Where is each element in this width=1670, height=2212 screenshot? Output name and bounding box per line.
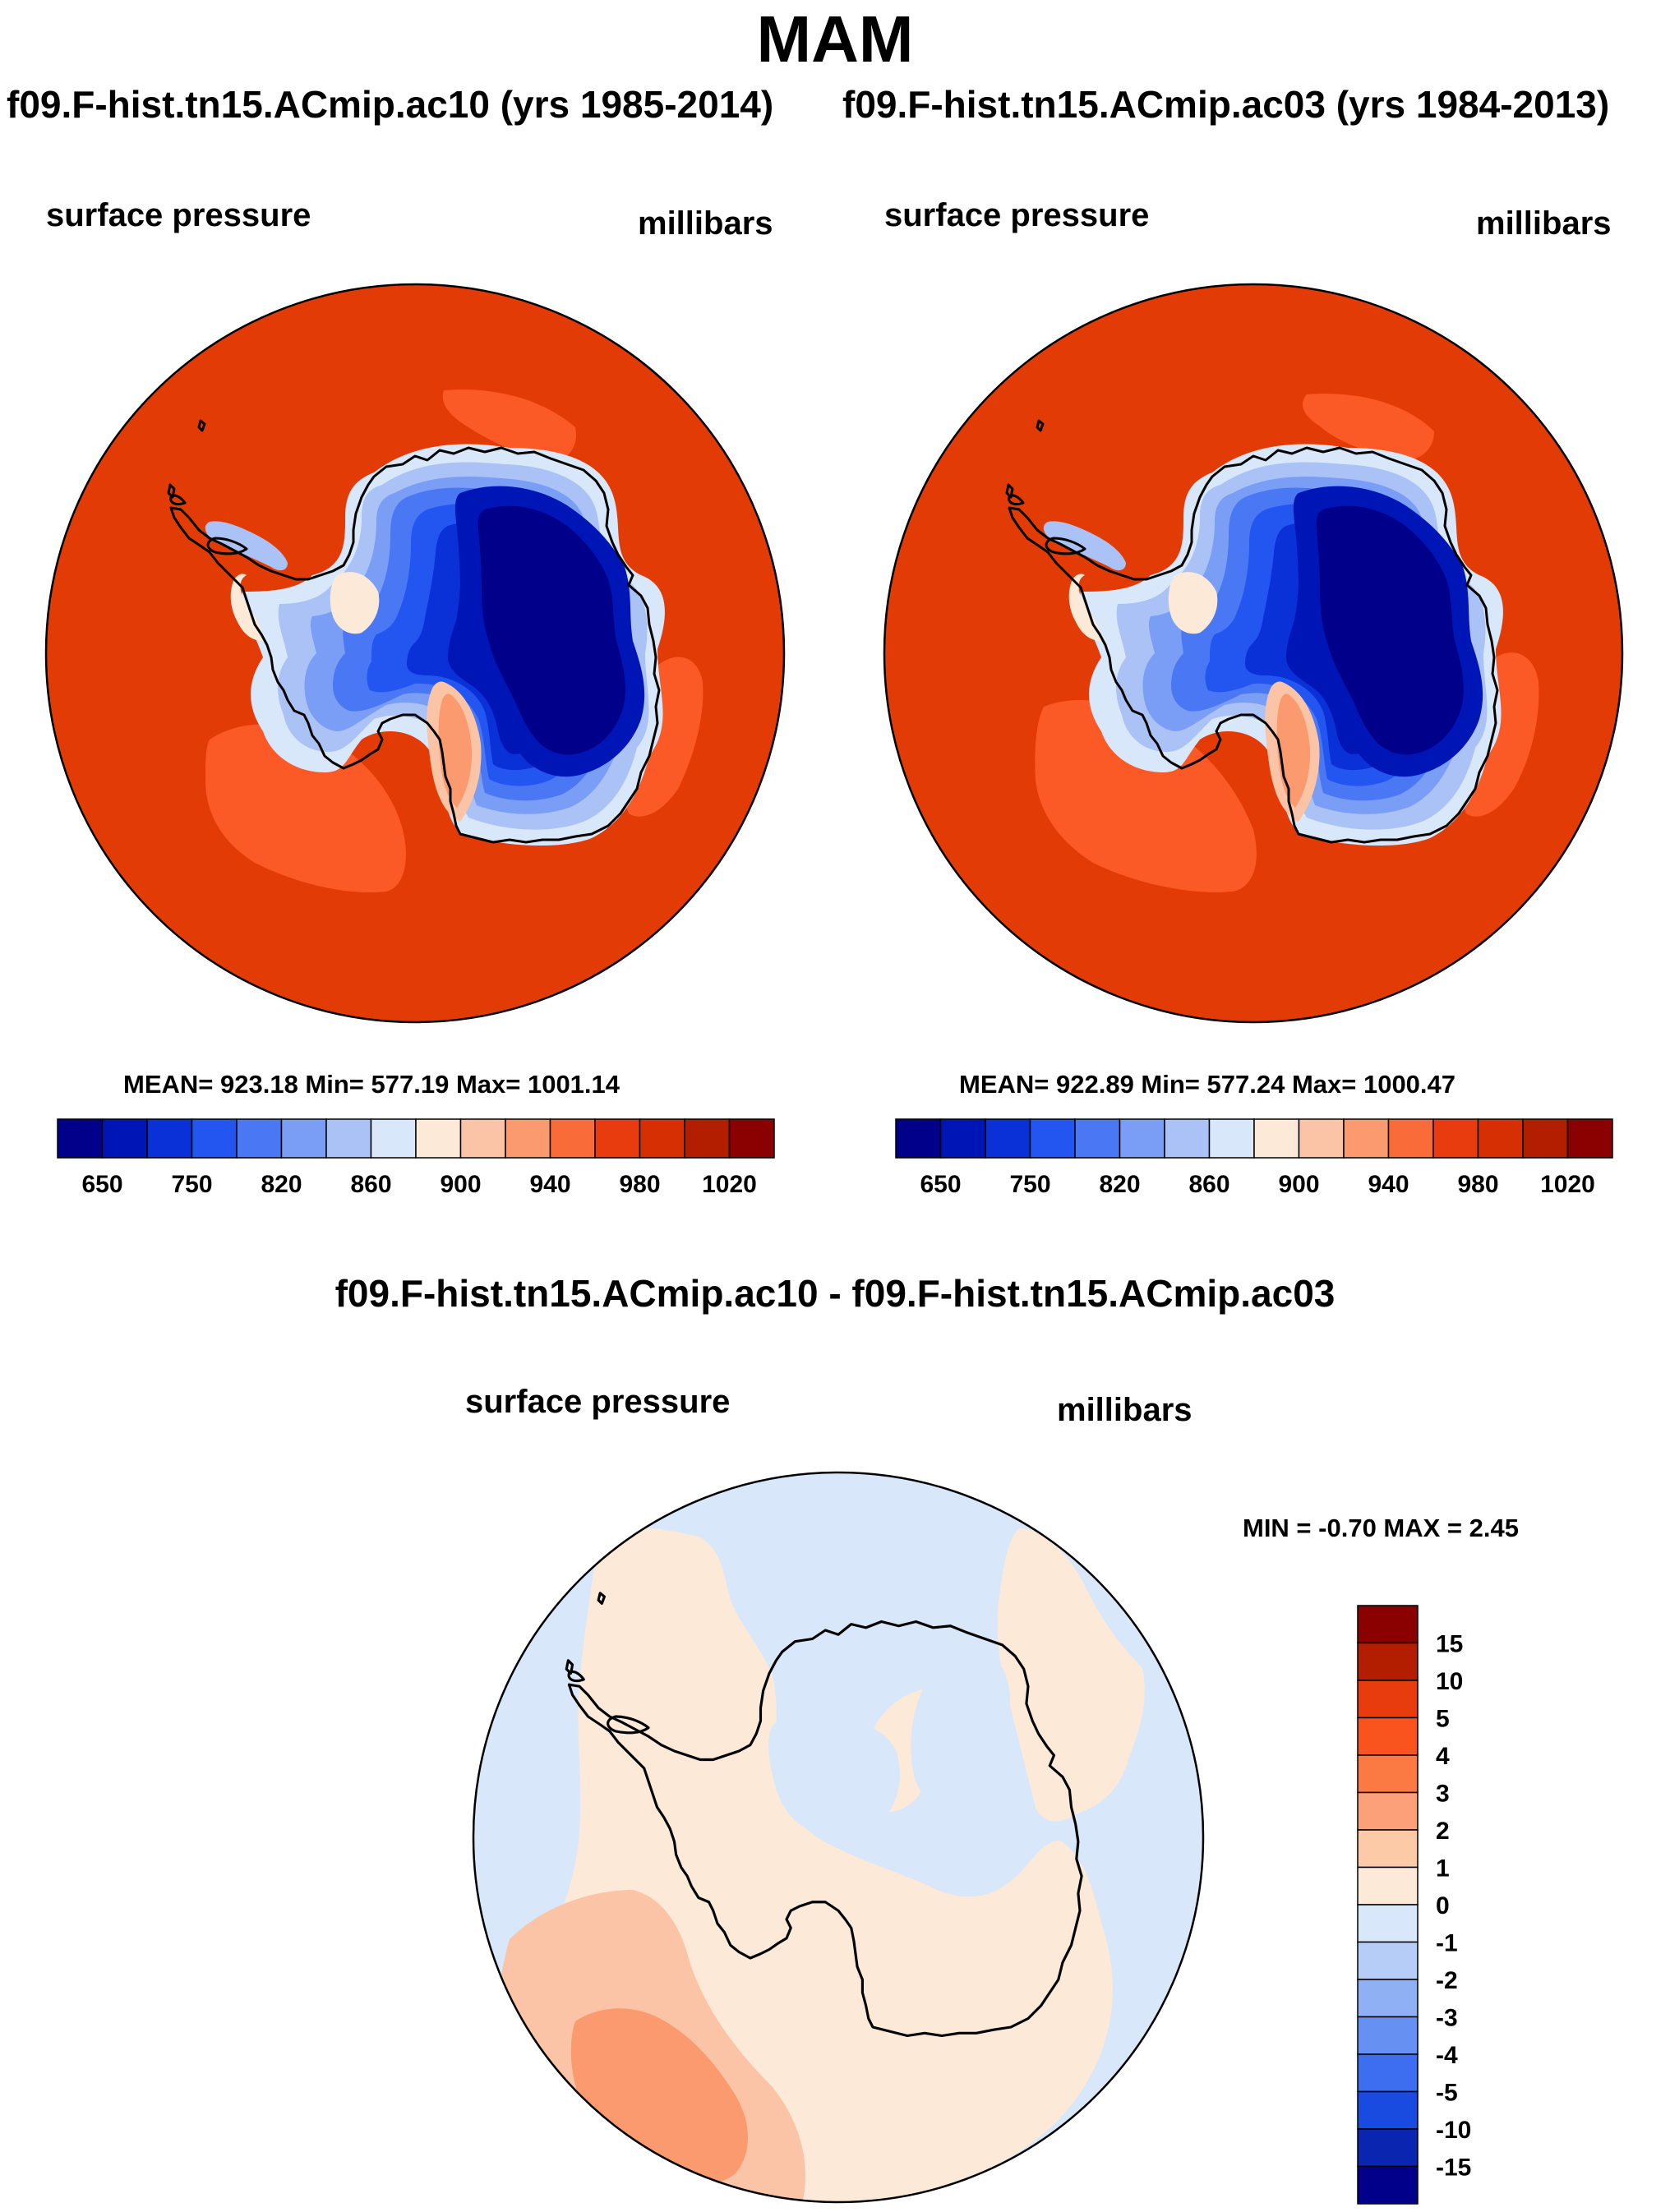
- right-colorbar-swatch: [1432, 1118, 1479, 1159]
- left-colorbar-tick-label: 980: [619, 1171, 660, 1198]
- diff-minmax-text: MIN = -0.70 MAX = 2.45: [1243, 1514, 1519, 1542]
- right-colorbar-swatch: [895, 1118, 942, 1159]
- right-stats-text: MEAN= 922.89 Min= 577.24 Max= 1000.47: [959, 1070, 1456, 1099]
- right-colorbar-swatch: [1298, 1118, 1345, 1159]
- diff-colorbar-tick-label: 0: [1436, 1892, 1450, 1919]
- right-colorbar-swatch: [985, 1118, 1031, 1159]
- left-colorbar-swatch: [549, 1118, 596, 1159]
- left-colorbar-tick-label: 1020: [702, 1171, 757, 1198]
- left-colorbar-tick-label: 860: [350, 1171, 391, 1198]
- left-colorbar-swatch: [325, 1118, 372, 1159]
- right-panel-case-title: f09.F-hist.tn15.ACmip.ac03 (yrs 1984-201…: [842, 83, 1610, 126]
- left-colorbar-tick-label: 940: [529, 1171, 570, 1198]
- left-colorbar: 650 750 820 860 900 940 980 1020: [57, 1118, 775, 1198]
- diff-colorbar-swatch: [1357, 1979, 1419, 2018]
- left-colorbar-swatch: [639, 1118, 685, 1159]
- left-colorbar-swatch: [146, 1118, 193, 1159]
- left-units-label: millibars: [638, 205, 773, 242]
- diff-colorbar-swatch: [1357, 1642, 1419, 1681]
- diff-colorbar-swatch: [1357, 1717, 1419, 1756]
- right-colorbar-tick-label: 820: [1099, 1171, 1140, 1198]
- diff-variable-label: surface pressure: [465, 1384, 731, 1420]
- diff-colorbar-tick-label: -2: [1436, 1967, 1458, 1994]
- diff-colorbar-swatch: [1357, 1829, 1419, 1869]
- right-colorbar-swatch: [1387, 1118, 1434, 1159]
- diff-colorbar-tick-label: -3: [1436, 2005, 1458, 2032]
- difference-title: f09.F-hist.tn15.ACmip.ac10 - f09.F-hist.…: [334, 1272, 1336, 1315]
- left-colorbar-swatch: [459, 1118, 506, 1159]
- diff-colorbar-tick-label: -1: [1436, 1930, 1458, 1957]
- difference-polar-map: [472, 1471, 1205, 2204]
- diff-colorbar-swatch: [1357, 1605, 1419, 1644]
- diff-units-label: millibars: [1057, 1392, 1193, 1428]
- diff-colorbar-swatch: [1357, 1754, 1419, 1794]
- left-stats-text: MEAN= 923.18 Min= 577.19 Max= 1001.14: [123, 1070, 620, 1099]
- diff-colorbar-tick-label: -10: [1436, 2117, 1471, 2144]
- left-variable-label: surface pressure: [46, 197, 311, 233]
- diff-colorbar-tick-label: 2: [1436, 1818, 1450, 1845]
- diff-colorbar-swatch: [1357, 2016, 1419, 2055]
- diff-colorbar-tick-label: -5: [1436, 2080, 1458, 2107]
- left-colorbar-tick-label: 750: [171, 1171, 212, 1198]
- diff-colorbar-tick-label: -4: [1436, 2042, 1458, 2069]
- diff-colorbar-tick-label: 3: [1436, 1781, 1450, 1808]
- left-colorbar-swatch: [728, 1118, 775, 1159]
- left-colorbar-tick-label: 900: [440, 1171, 481, 1198]
- main-title: MAM: [756, 2, 914, 76]
- left-colorbar-swatch: [594, 1118, 641, 1159]
- diff-colorbar-swatch: [1357, 2053, 1419, 2093]
- right-colorbar-tick-label: 1020: [1540, 1171, 1595, 1198]
- diff-colorbar-tick-label: 10: [1436, 1668, 1463, 1695]
- right-colorbar-swatch: [1566, 1118, 1613, 1159]
- diff-colorbar-swatch: [1357, 2090, 1419, 2130]
- diff-colorbar-swatch: [1357, 1904, 1419, 1943]
- right-colorbar-swatch: [1343, 1118, 1390, 1159]
- right-colorbar-swatch: [1477, 1118, 1524, 1159]
- left-colorbar-swatch: [101, 1118, 148, 1159]
- left-colorbar-swatch: [505, 1118, 551, 1159]
- left-colorbar-swatch: [370, 1118, 417, 1159]
- right-variable-label: surface pressure: [884, 197, 1150, 233]
- right-colorbar-tick-label: 940: [1368, 1171, 1409, 1198]
- left-colorbar-swatch: [415, 1118, 462, 1159]
- right-colorbar-tick-label: 980: [1457, 1171, 1498, 1198]
- right-colorbar-tick-label: 650: [920, 1171, 961, 1198]
- right-colorbar-swatch: [1208, 1118, 1255, 1159]
- right-colorbar-swatch: [1164, 1118, 1211, 1159]
- diff-colorbar-swatch: [1357, 1866, 1419, 1906]
- diff-colorbar-tick-label: -15: [1436, 2154, 1471, 2182]
- diff-colorbar-swatch: [1357, 1680, 1419, 1719]
- right-units-label: millibars: [1476, 205, 1612, 242]
- diff-colorbar-swatch: [1357, 2165, 1419, 2205]
- right-colorbar: 650 750 820 860 900 940 980 1020: [895, 1118, 1613, 1198]
- diff-colorbar-swatch: [1357, 1791, 1419, 1831]
- left-colorbar-tick-label: 650: [81, 1171, 122, 1198]
- diff-colorbar-tick-label: 4: [1436, 1743, 1450, 1770]
- left-colorbar-swatch: [684, 1118, 731, 1159]
- right-polar-map: [883, 283, 1624, 1024]
- right-colorbar-swatch: [1029, 1118, 1076, 1159]
- diff-colorbar-tick-label: 1: [1436, 1855, 1450, 1883]
- right-colorbar-swatch: [1119, 1118, 1165, 1159]
- right-colorbar-tick-label: 900: [1278, 1171, 1319, 1198]
- right-colorbar-swatch: [1522, 1118, 1569, 1159]
- right-colorbar-swatch: [1074, 1118, 1121, 1159]
- left-colorbar-swatch: [191, 1118, 238, 1159]
- left-colorbar-swatch: [57, 1118, 104, 1159]
- right-colorbar-swatch: [1253, 1118, 1300, 1159]
- right-colorbar-swatch: [939, 1118, 986, 1159]
- left-polar-map: [44, 283, 786, 1024]
- diff-colorbar-swatch: [1357, 2128, 1419, 2168]
- left-colorbar-tick-label: 820: [261, 1171, 302, 1198]
- left-colorbar-swatch: [280, 1118, 327, 1159]
- right-colorbar-tick-label: 860: [1188, 1171, 1229, 1198]
- left-colorbar-swatch: [236, 1118, 283, 1159]
- diff-colorbar-tick-label: 5: [1436, 1706, 1450, 1733]
- right-colorbar-tick-label: 750: [1009, 1171, 1050, 1198]
- diff-colorbar-tick-label: 15: [1436, 1631, 1463, 1658]
- diff-colorbar-swatch: [1357, 1941, 1419, 1980]
- left-panel-case-title: f09.F-hist.tn15.ACmip.ac10 (yrs 1985-201…: [7, 83, 774, 126]
